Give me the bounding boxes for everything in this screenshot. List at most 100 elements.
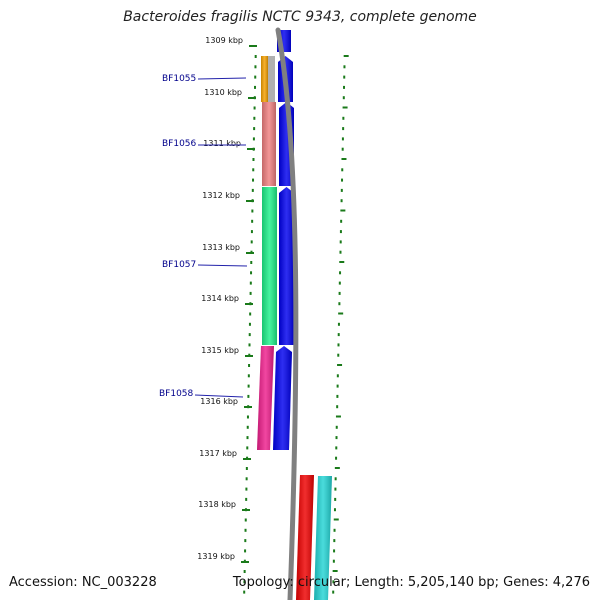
- gene-block-shading: [262, 102, 276, 186]
- left-guide-dot: [244, 528, 247, 532]
- right-guide-dot: [340, 209, 346, 212]
- right-guide-dot: [343, 55, 349, 57]
- accession-label: Accession: NC_003228: [9, 575, 157, 590]
- left-guide-dot: [248, 364, 251, 367]
- right-guide-dot: [341, 178, 344, 182]
- left-guide-dot: [247, 394, 250, 398]
- left-guide-dot: [250, 230, 253, 234]
- left-guide-dot: [254, 75, 257, 79]
- genome-title: Bacteroides fragilis NCTC 9343, complete…: [123, 9, 477, 25]
- right-guide-dot: [333, 518, 339, 521]
- right-guide-dot: [335, 446, 338, 450]
- tick-label: 1316 kbp: [200, 397, 238, 406]
- left-guide-dot: [252, 168, 255, 172]
- tick-label: 1314 kbp: [201, 294, 239, 303]
- tick-label: 1317 kbp: [199, 449, 237, 458]
- gene-label-bf1055[interactable]: BF1055: [162, 74, 196, 84]
- left-guide-dot: [248, 343, 251, 347]
- left-guide-dot: [254, 65, 257, 69]
- tick-label: 1319 kbp: [197, 552, 235, 561]
- right-guide-dot: [343, 65, 346, 69]
- right-guide-dot: [337, 343, 340, 347]
- right-guide-dot: [340, 199, 343, 203]
- topology-label: Topology: circular; Length: 5,205,140 bp…: [232, 575, 590, 590]
- left-guide-dot: [245, 487, 248, 491]
- tick-label: 1311 kbp: [203, 139, 241, 148]
- right-guide-dot: [338, 312, 344, 315]
- right-guide-dot: [333, 508, 336, 512]
- right-guide-dot: [343, 85, 346, 89]
- right-guide-dot: [335, 415, 341, 418]
- left-guide-dot: [252, 178, 255, 182]
- right-guide-dot: [334, 497, 337, 501]
- left-guide-dot: [246, 415, 249, 419]
- left-guide-dot: [253, 106, 256, 110]
- right-guide-dot: [338, 302, 341, 306]
- right-guide-dot: [341, 158, 347, 160]
- left-guide-dot: [249, 312, 252, 316]
- right-guide-dot: [342, 127, 345, 131]
- gene-block-shading: [257, 346, 274, 450]
- left-guide-dot: [243, 580, 246, 584]
- left-guide-dot: [248, 333, 251, 337]
- tick-label: 1313 kbp: [202, 243, 240, 252]
- right-guide-dot: [336, 374, 339, 378]
- left-guide-dot: [249, 281, 252, 285]
- left-guide-dot: [244, 549, 247, 553]
- right-guide-dot: [341, 147, 344, 151]
- right-guide-dot: [339, 271, 342, 275]
- right-guide-dot: [337, 353, 340, 357]
- left-guide-dot: [254, 55, 257, 58]
- right-guide-dot: [336, 394, 339, 398]
- right-guide-dot: [335, 436, 338, 440]
- right-guide-dot: [341, 137, 344, 141]
- tick-label: 1312 kbp: [202, 191, 240, 200]
- left-guide-dot: [250, 240, 253, 244]
- left-guide-dot: [245, 467, 248, 470]
- right-guide-dot: [333, 539, 336, 543]
- left-guide-dot: [253, 127, 256, 131]
- left-guide-dot: [246, 446, 249, 450]
- tick-label: 1310 kbp: [204, 88, 242, 97]
- tick-label: 1309 kbp: [205, 36, 243, 45]
- gene-leader-line: [194, 394, 244, 398]
- right-guide-dot: [340, 219, 343, 223]
- left-guide-dot: [246, 425, 249, 429]
- right-guide-dot: [341, 168, 344, 172]
- left-guide-dot: [243, 570, 246, 573]
- left-guide-dot: [251, 219, 254, 223]
- left-guide-dot: [243, 590, 246, 594]
- left-guide-dot: [245, 477, 248, 481]
- feature-block-shading: [296, 475, 314, 600]
- left-guide-dot: [254, 85, 257, 89]
- right-guide-dot: [337, 333, 340, 337]
- left-guide-dot: [252, 158, 255, 161]
- left-guide-dot: [251, 188, 254, 192]
- strand-arrow-shading: [273, 346, 292, 450]
- right-guide-dot: [338, 281, 341, 285]
- gene-label-bf1057[interactable]: BF1057: [162, 260, 196, 270]
- right-guide-dot: [339, 250, 342, 254]
- strand-arrow-shading: [279, 187, 294, 345]
- right-guide-dot: [336, 405, 339, 409]
- left-guide-dot: [253, 116, 256, 120]
- genome-backbone-arc: [275, 27, 299, 600]
- left-guide-dot: [246, 436, 249, 440]
- gene-label-bf1056[interactable]: BF1056: [162, 139, 197, 149]
- right-guide-dot: [338, 291, 341, 295]
- right-guide-dot: [333, 528, 336, 532]
- grey-segment: [268, 56, 275, 102]
- right-guide-dot: [335, 425, 338, 429]
- right-guide-dot: [332, 559, 335, 563]
- gene-leader-line: [197, 77, 247, 80]
- feature-block-shading: [314, 476, 332, 600]
- right-guide-dot: [333, 549, 336, 553]
- left-guide-dot: [251, 209, 254, 213]
- right-guide-dot: [339, 261, 345, 263]
- left-guide-dot: [244, 518, 247, 522]
- right-guide-dot: [343, 75, 346, 79]
- right-guide-dot: [339, 230, 342, 234]
- left-guide-dot: [244, 539, 247, 543]
- gene-label-bf1058[interactable]: BF1058: [159, 389, 194, 399]
